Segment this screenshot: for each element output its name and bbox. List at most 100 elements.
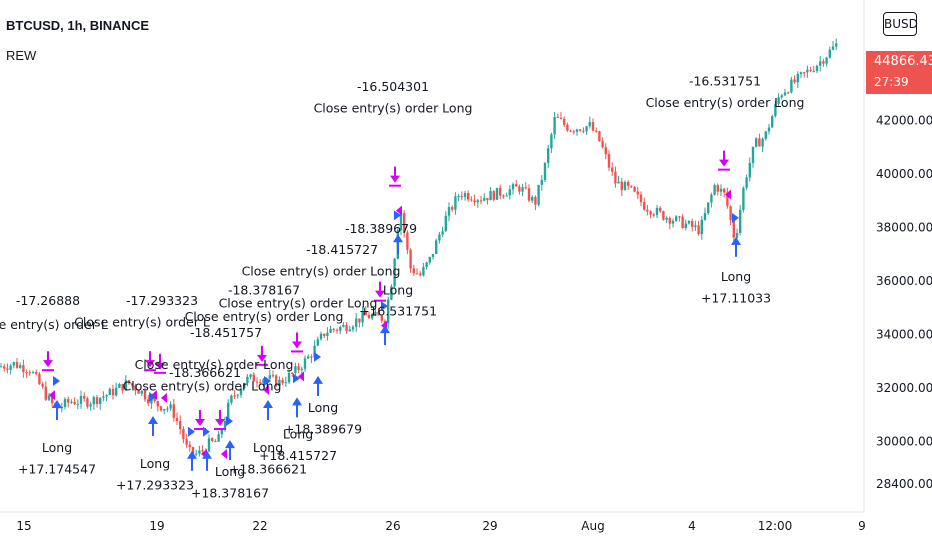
candle-body [159, 406, 163, 411]
candle-body [230, 395, 233, 403]
candle-body [390, 286, 393, 300]
entry-triangle-icon [203, 426, 210, 437]
candle-body [700, 219, 703, 235]
long-arrowhead-icon [148, 416, 158, 425]
candle-body [505, 195, 508, 197]
candle-body [819, 61, 822, 66]
candle-body [758, 138, 761, 147]
price-scale[interactable]: 42000.00 40000.00 38000.00 36000.00 34000.00… [876, 114, 932, 492]
candle-body [809, 69, 812, 71]
candle-body [771, 116, 774, 128]
signal-label: +17.293323 [116, 478, 194, 493]
candle-body [835, 43, 838, 47]
close-arrowhead-icon [257, 354, 267, 362]
candle-body [323, 333, 326, 336]
candle-body [591, 122, 595, 131]
candle-body [649, 211, 652, 215]
candle-body [655, 207, 659, 216]
candle-body [99, 397, 102, 404]
candle-body [15, 362, 19, 368]
candle-body [707, 202, 710, 213]
candle-body [201, 450, 204, 452]
candle-body [83, 396, 86, 399]
price-tick-label: 34000.00 [876, 327, 932, 341]
candle-body [102, 396, 105, 398]
candle-body [639, 194, 643, 203]
candle-body [777, 97, 780, 104]
candle-body [12, 362, 15, 366]
candle-body [460, 196, 463, 198]
candle-body [156, 401, 159, 407]
candle-body [41, 384, 44, 387]
candle-body [787, 92, 790, 94]
price-tick-label: 30000.00 [876, 434, 932, 448]
candle-body [563, 118, 566, 125]
signal-label: Long [215, 464, 245, 479]
candle-body [623, 181, 627, 191]
candle-body [614, 171, 617, 184]
candle-body [806, 69, 809, 73]
price-tick-label: 32000.00 [876, 381, 932, 395]
currency-badge[interactable]: BUSD [883, 12, 918, 36]
time-tick-label: Aug [581, 519, 604, 533]
close-bar-icon [194, 428, 206, 431]
candle-body [19, 365, 22, 368]
candle-body [547, 148, 550, 164]
signal-label: Close entry(s) order Long [646, 95, 805, 110]
candle-body [86, 398, 89, 407]
signal-label: -18.415727 [306, 242, 378, 257]
close-arrowhead-icon [375, 290, 385, 298]
signal-label: Long [308, 400, 338, 415]
candle-body [732, 220, 735, 238]
candle-body [739, 209, 742, 234]
close-arrowhead-icon [195, 419, 205, 427]
candle-body [403, 213, 406, 233]
signal-label: Close entry(s) order Long [242, 264, 401, 279]
entry-triangle-icon [188, 426, 195, 437]
candle-body [719, 188, 723, 192]
time-tick-label: 9 [858, 519, 866, 533]
time-tick-label: 15 [16, 519, 31, 533]
candle-body [76, 403, 79, 405]
signal-label: -18.451757 [190, 325, 262, 340]
exit-triangle-icon [221, 449, 227, 460]
candle-body [332, 328, 335, 330]
candle-body [143, 390, 147, 400]
indicator-name[interactable]: REW [6, 48, 37, 63]
candle-body [79, 396, 83, 404]
time-axis[interactable]: 15 19 22 26 29 Aug 4 12:00 9 [16, 519, 865, 533]
exit-triangle-icon [263, 384, 269, 395]
candle-body [6, 368, 9, 370]
signal-label: -16.504301 [357, 79, 429, 94]
candle-body [108, 388, 111, 395]
price-tick-label: 36000.00 [876, 274, 932, 288]
candle-body [243, 382, 246, 389]
candle-body [620, 181, 623, 191]
symbol-title[interactable]: BTCUSD, 1h, BINANCE [6, 18, 150, 33]
candle-body [527, 188, 531, 201]
candle-body [246, 376, 249, 383]
candle-body [3, 366, 6, 369]
candle-body [751, 146, 755, 163]
candle-body [799, 72, 803, 74]
candle-body [358, 318, 361, 323]
candle-body [710, 194, 713, 203]
candle-body [611, 167, 614, 172]
candle-body [486, 198, 489, 201]
candle-body [220, 429, 223, 435]
price-tick-label: 40000.00 [876, 167, 932, 181]
long-arrowhead-icon [731, 236, 741, 245]
candle-body [694, 225, 697, 227]
close-arrowhead-icon [215, 419, 225, 427]
signal-label: Long [283, 427, 313, 442]
candle-body [127, 380, 131, 384]
time-tick-label: 12:00 [758, 519, 793, 533]
candle-body [255, 381, 259, 383]
signal-label: +18.415727 [259, 448, 337, 463]
candle-body [387, 299, 390, 324]
candle-body [329, 328, 332, 333]
candle-body [271, 375, 275, 377]
candle-body [476, 200, 479, 203]
candle-body [607, 154, 611, 168]
